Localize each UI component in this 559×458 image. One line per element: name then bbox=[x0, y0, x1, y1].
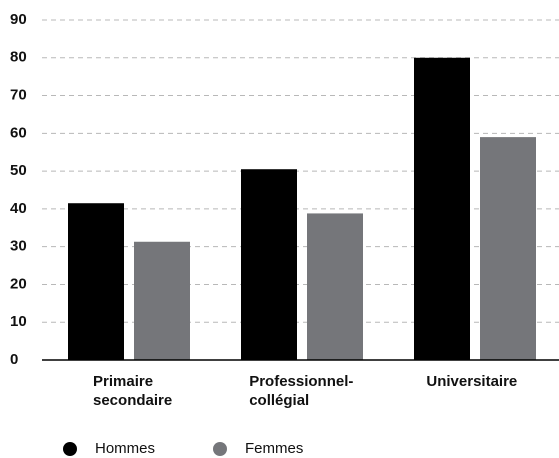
x-tick-label: Primaire bbox=[93, 373, 153, 390]
y-tick-label: 80 bbox=[10, 49, 27, 66]
x-tick-label: Professionnel- bbox=[249, 373, 353, 390]
legend-marker bbox=[213, 442, 227, 456]
x-tick-label: collégial bbox=[249, 392, 309, 409]
y-tick-label: 50 bbox=[10, 162, 27, 179]
y-tick-label: 0 bbox=[10, 351, 18, 368]
bar bbox=[307, 213, 363, 360]
y-tick-label: 10 bbox=[10, 313, 27, 330]
bar bbox=[134, 241, 190, 360]
legend-label: Hommes bbox=[95, 440, 155, 457]
y-tick-label: 60 bbox=[10, 124, 27, 141]
y-tick-label: 30 bbox=[10, 238, 27, 255]
bar bbox=[241, 169, 297, 360]
bar bbox=[414, 57, 470, 361]
legend-marker bbox=[63, 442, 77, 456]
y-tick-label: 90 bbox=[10, 11, 27, 28]
y-tick-label: 20 bbox=[10, 275, 27, 292]
bar bbox=[480, 137, 536, 360]
x-tick-label: Universitaire bbox=[426, 373, 517, 390]
bar bbox=[68, 203, 124, 360]
x-tick-label: secondaire bbox=[93, 392, 172, 409]
y-tick-label: 40 bbox=[10, 200, 27, 217]
y-tick-label: 70 bbox=[10, 87, 27, 104]
legend-label: Femmes bbox=[245, 440, 303, 457]
